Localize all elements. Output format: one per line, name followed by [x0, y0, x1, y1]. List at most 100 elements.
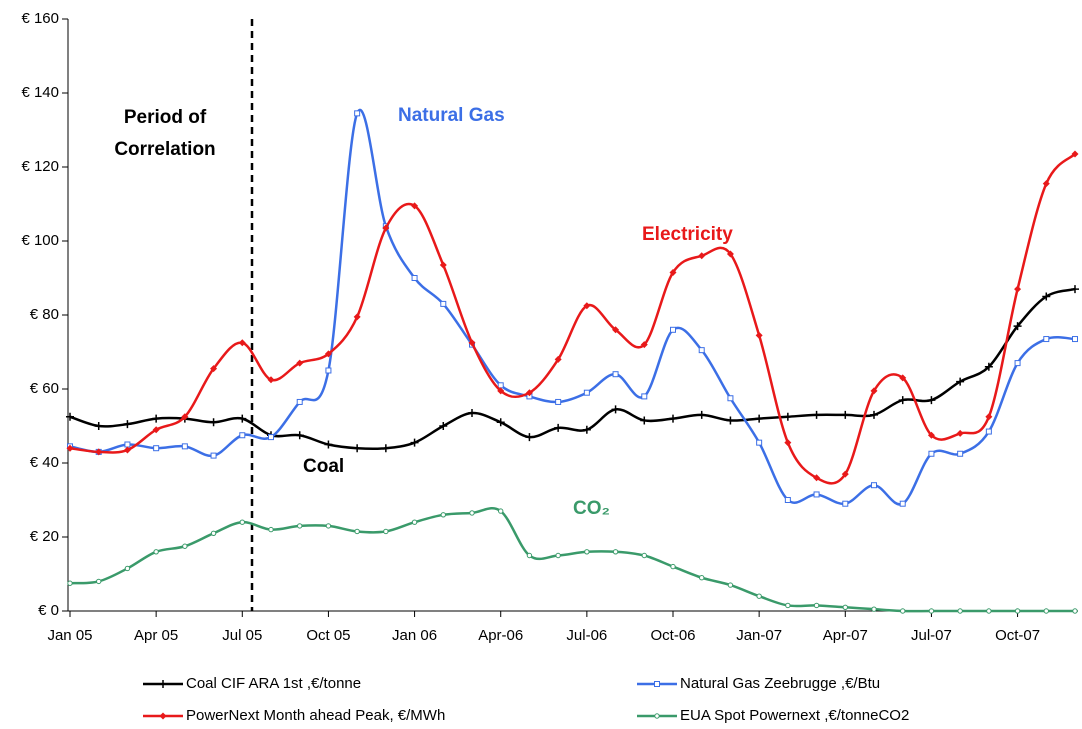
point	[210, 365, 218, 373]
point	[440, 300, 447, 307]
point	[1071, 285, 1079, 294]
point	[354, 110, 361, 117]
point	[497, 382, 504, 389]
point	[871, 482, 877, 489]
x-tick-label: Apr-07	[823, 627, 868, 644]
legend-label: EUA Spot Powernext ,€/tonneCO2	[680, 707, 909, 724]
point	[354, 528, 360, 535]
point	[612, 549, 619, 555]
point	[439, 422, 448, 430]
point	[239, 519, 245, 525]
point	[698, 252, 706, 260]
point	[525, 389, 533, 397]
point	[1071, 150, 1079, 158]
point	[411, 202, 419, 210]
point	[697, 410, 706, 419]
point	[1043, 336, 1050, 343]
point	[698, 347, 705, 354]
point	[812, 410, 821, 419]
x-tick-label: Apr 05	[134, 627, 178, 644]
point	[159, 680, 167, 688]
x-tick-label: Jan 05	[47, 627, 92, 644]
point	[210, 452, 217, 459]
y-tick-label: € 120	[21, 158, 59, 175]
x-tick-label: Jul-07	[911, 627, 952, 644]
point	[496, 418, 505, 427]
point	[583, 389, 590, 396]
annotation: CO₂	[573, 498, 610, 519]
point	[268, 526, 274, 533]
point	[66, 412, 74, 421]
x-tick-label: Jan-07	[736, 627, 782, 644]
point	[152, 414, 161, 423]
point	[238, 414, 247, 423]
annotation: Coal	[303, 456, 344, 477]
point	[124, 441, 131, 448]
point	[669, 414, 677, 423]
point	[611, 405, 620, 414]
point	[296, 359, 304, 367]
point	[268, 434, 274, 441]
point	[957, 608, 963, 614]
annotation: Natural Gas	[398, 105, 505, 126]
point	[469, 510, 475, 516]
point	[468, 339, 476, 347]
point	[841, 470, 849, 478]
point	[439, 261, 447, 269]
point	[956, 429, 964, 437]
point	[411, 275, 418, 281]
point	[582, 425, 591, 434]
point	[899, 500, 906, 507]
point	[927, 431, 935, 439]
x-tick-label: Jul-06	[566, 627, 607, 644]
point	[984, 362, 993, 371]
point	[297, 523, 303, 529]
point	[813, 602, 820, 609]
annotation: Electricity	[642, 224, 733, 245]
point	[669, 268, 677, 276]
point	[497, 387, 505, 395]
point	[699, 575, 705, 581]
point	[411, 519, 418, 525]
point	[325, 367, 332, 374]
point	[239, 432, 246, 439]
series-line	[69, 153, 1076, 485]
point	[1014, 360, 1021, 367]
point	[525, 433, 534, 442]
point	[957, 450, 964, 457]
point	[641, 393, 648, 400]
point	[1014, 608, 1021, 614]
point	[182, 543, 188, 549]
point	[985, 413, 993, 421]
point	[813, 474, 821, 482]
point	[382, 224, 390, 232]
point	[755, 331, 763, 339]
point	[654, 681, 660, 687]
point	[756, 593, 762, 599]
point	[67, 580, 73, 586]
point	[353, 313, 361, 321]
legend-label: Coal CIF ARA 1st ,€/tonne	[186, 675, 361, 692]
point	[654, 713, 660, 719]
point	[468, 409, 476, 418]
point	[612, 326, 620, 334]
annotation: Period of	[124, 107, 207, 128]
point	[324, 440, 333, 449]
point	[153, 549, 159, 555]
point	[900, 608, 906, 614]
point	[785, 602, 791, 609]
point	[526, 552, 533, 559]
point	[238, 339, 246, 347]
point	[353, 444, 362, 453]
point	[555, 398, 562, 405]
point	[640, 341, 648, 349]
point	[783, 412, 792, 421]
point	[440, 512, 446, 518]
x-tick-label: Oct-06	[650, 627, 695, 644]
point	[841, 410, 850, 419]
point	[870, 410, 878, 419]
point	[928, 450, 935, 457]
point	[152, 426, 160, 434]
point	[267, 376, 275, 384]
